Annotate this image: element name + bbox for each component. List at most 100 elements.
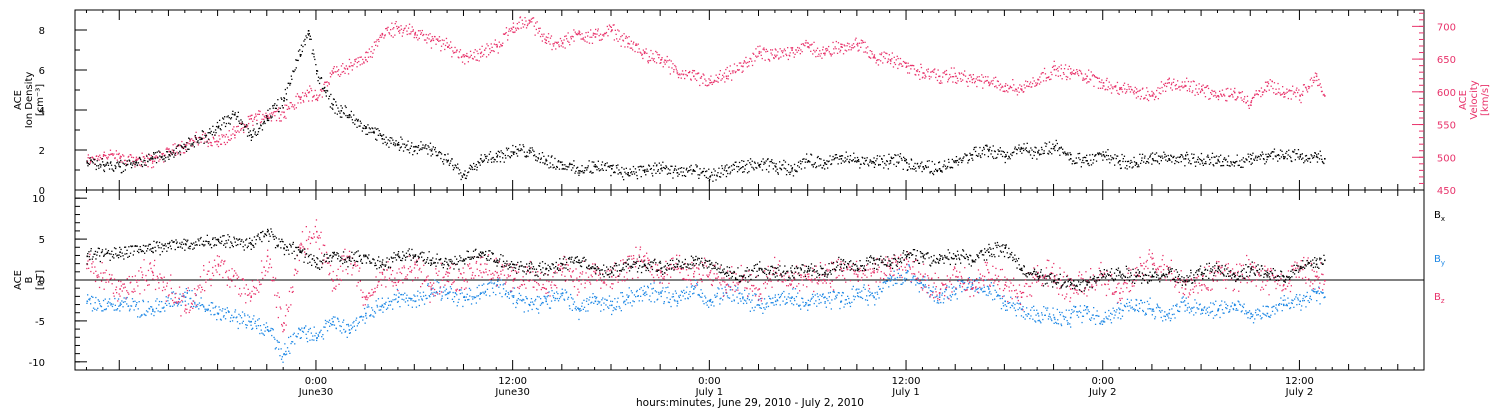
density-point [115,166,117,168]
by-point [166,304,168,306]
by-point [1035,314,1037,316]
velocity-point [577,32,579,34]
density-point [713,174,716,176]
velocity-point [258,113,260,115]
velocity-point [832,41,834,44]
density-point [116,162,118,164]
density-point [351,119,353,121]
by-point [951,293,954,296]
velocity-point [1057,70,1059,72]
velocity-point [275,111,277,113]
velocity-point [1218,96,1220,98]
density-point [389,137,391,139]
density-point [1151,152,1154,154]
density-point [742,166,744,168]
density-point [537,157,539,159]
velocity-point [422,34,424,37]
velocity-point [273,111,275,113]
density-point [224,116,226,118]
density-point [969,152,971,154]
by-point [548,307,551,309]
density-point [1248,156,1250,158]
velocity-point [1054,65,1056,67]
by-point [410,299,412,301]
velocity-point [265,112,267,114]
density-point [1003,151,1005,154]
velocity-point [771,54,773,56]
density-point [202,130,204,133]
density-axis-title-line: Ion Density [24,72,35,129]
density-point [823,159,825,161]
velocity-point [197,144,199,146]
velocity-point [492,50,494,52]
density-point [787,163,790,166]
by-point [544,295,546,298]
density-point [647,170,649,172]
density-point [1047,152,1049,155]
velocity-point [437,38,439,40]
velocity-point [809,44,811,46]
density-point [1178,161,1180,164]
by-point [738,292,740,295]
by-point [393,293,395,296]
velocity-point [210,142,212,144]
density-point [881,158,883,160]
by-point [675,292,677,294]
velocity-point [679,74,681,76]
density-point [392,139,394,141]
by-point [210,302,212,304]
by-point [684,298,686,300]
velocity-point [137,158,139,160]
velocity-point [111,153,113,155]
density-point [414,146,416,148]
by-point [652,287,654,290]
velocity-point [1301,93,1303,95]
density-point [817,155,819,158]
velocity-point [1233,90,1235,92]
velocity-point [883,51,885,53]
velocity-point [938,82,941,84]
density-point [939,169,942,172]
by-point [448,292,450,295]
velocity-point [810,44,812,46]
density-point [460,172,462,174]
density-point [1202,164,1204,166]
by-point [187,303,190,305]
density-point [246,135,249,137]
density-point [318,82,321,85]
velocity-point [570,36,572,38]
by-point [674,300,676,302]
velocity-point [393,27,395,29]
by-point [376,304,378,307]
density-point [1200,152,1203,155]
velocity-point [300,96,302,98]
velocity-point [935,73,937,75]
density-point [677,168,680,170]
by-point [836,294,838,296]
by-point [990,293,992,295]
velocity-point [1116,81,1119,84]
density-point [1299,156,1301,158]
density-point [410,145,412,147]
density-point [1023,143,1025,145]
velocity-point [1146,98,1148,100]
density-point [655,172,657,174]
by-point [229,320,231,323]
velocity-point [857,45,859,47]
density-point [1292,151,1294,153]
velocity-point [800,43,803,45]
density-point [266,119,269,122]
velocity-point [983,82,985,84]
by-point [612,309,614,312]
velocity-point [1078,74,1080,77]
velocity-point [687,72,690,74]
by-point [869,291,871,293]
velocity-point [900,63,902,65]
density-point [201,130,203,132]
density-point [786,170,788,172]
density-point [479,158,482,160]
by-point [1086,307,1088,309]
by-point [278,341,280,343]
by-point [374,312,377,314]
